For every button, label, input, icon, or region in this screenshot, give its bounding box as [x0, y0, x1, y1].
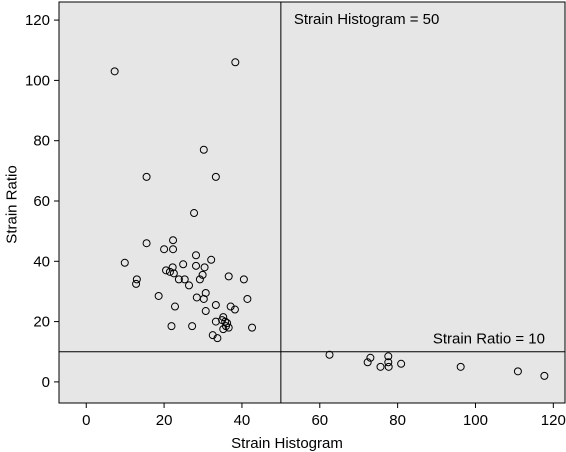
data-point — [213, 334, 222, 343]
data-point — [198, 270, 207, 279]
data-point — [132, 275, 141, 284]
data-point — [170, 302, 179, 311]
y-tick-label: 0 — [42, 374, 50, 391]
plot-area — [59, 2, 565, 403]
x-tick-label: 100 — [463, 412, 488, 429]
data-point — [120, 258, 129, 267]
data-point — [540, 371, 549, 380]
data-point — [142, 172, 151, 181]
data-point — [192, 261, 201, 270]
data-point — [192, 251, 201, 260]
data-point — [199, 294, 208, 303]
data-point — [384, 362, 393, 371]
data-point — [167, 322, 176, 331]
data-point — [397, 359, 406, 368]
data-point — [384, 352, 393, 361]
data-point — [211, 317, 220, 326]
data-point — [239, 275, 248, 284]
axis-ticks: 0 20 40 60 80 100 120 0 20 40 60 80 100 120 — [25, 12, 566, 429]
data-point — [169, 236, 178, 245]
data-point — [219, 325, 228, 334]
x-tick-label: 60 — [311, 412, 328, 429]
reference-label-vertical: Strain Histogram = 50 — [294, 11, 439, 28]
data-point — [188, 322, 197, 331]
data-point — [243, 294, 252, 303]
data-point — [169, 269, 178, 278]
data-point — [154, 291, 163, 300]
y-tick-label: 40 — [33, 253, 50, 270]
data-point — [200, 263, 209, 272]
x-axis-title: Strain Histogram — [231, 435, 343, 452]
y-axis-title: Strain Ratio — [4, 165, 21, 243]
data-point — [180, 275, 189, 284]
data-point — [384, 358, 393, 367]
data-point — [456, 362, 465, 371]
y-tick-label: 20 — [33, 314, 50, 331]
y-tick-label: 60 — [33, 193, 50, 210]
data-point — [142, 239, 151, 248]
plot-frame — [58, 1, 566, 404]
data-point — [199, 145, 208, 154]
data-point — [211, 301, 220, 310]
data-point — [162, 266, 171, 275]
x-tick-label: 80 — [389, 412, 406, 429]
x-tick-label: 120 — [541, 412, 566, 429]
data-point — [174, 275, 183, 284]
data-point — [169, 245, 178, 254]
y-tick-label: 100 — [25, 72, 50, 89]
data-point — [221, 317, 230, 326]
data-point — [201, 307, 210, 316]
data-point — [132, 279, 141, 288]
data-point — [165, 267, 174, 276]
data-points — [110, 58, 549, 380]
data-point — [190, 209, 199, 218]
data-point — [160, 245, 169, 254]
data-point — [376, 362, 385, 371]
y-tick-label: 120 — [25, 12, 50, 29]
reference-label-horizontal: Strain Ratio = 10 — [433, 331, 545, 348]
data-point — [195, 275, 204, 284]
data-point — [207, 255, 216, 264]
x-tick-label: 40 — [234, 412, 251, 429]
data-point — [179, 260, 188, 269]
x-tick-label: 20 — [156, 412, 173, 429]
data-point — [363, 358, 372, 367]
data-point — [366, 353, 375, 362]
data-point — [224, 272, 233, 281]
data-point — [513, 367, 522, 376]
data-point — [230, 305, 239, 314]
x-tick-label: 0 — [82, 412, 90, 429]
data-point — [248, 323, 257, 332]
data-point — [231, 58, 240, 67]
data-point — [211, 172, 220, 181]
data-point — [110, 67, 119, 76]
data-point — [168, 263, 177, 272]
y-tick-label: 80 — [33, 133, 50, 150]
data-point — [185, 281, 194, 290]
data-point — [224, 323, 233, 332]
